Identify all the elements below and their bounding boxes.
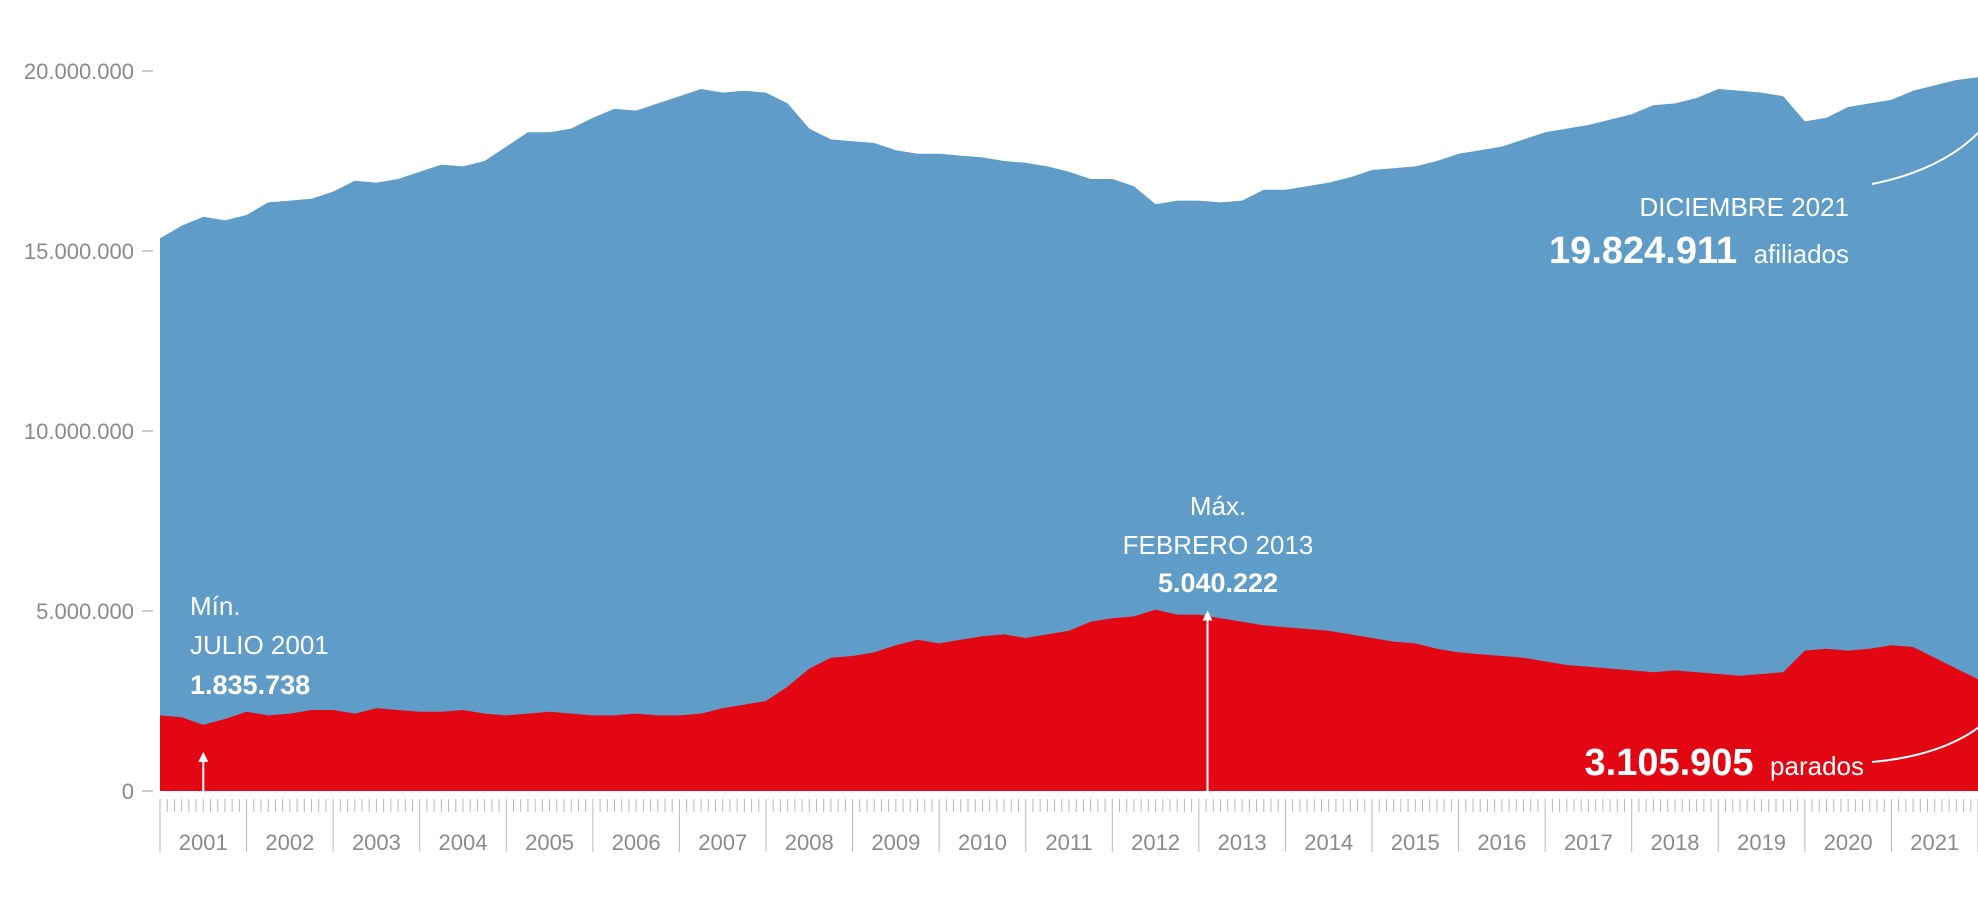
max-annotation-value: 5.040.222 bbox=[1158, 568, 1278, 598]
area-parados bbox=[160, 609, 1978, 791]
x-tick-label: 2006 bbox=[612, 830, 661, 855]
max-annotation: Máx. FEBRERO 2013 5.040.222 bbox=[1123, 491, 1314, 791]
x-tick-label: 2016 bbox=[1477, 830, 1526, 855]
afiliados-annotation-value: 19.824.911 bbox=[1549, 230, 1737, 272]
x-axis: 2001 2002 2003 2004 2005 2006 2007 2008 2009 2010… bbox=[159, 799, 1978, 855]
y-tick-label: 20.000.000 bbox=[24, 59, 134, 84]
afiliados-annotation-total: 19.824.911 afiliados bbox=[1549, 230, 1849, 272]
min-annotation-line2: JULIO 2001 bbox=[190, 630, 329, 660]
area-afiliados bbox=[160, 77, 1978, 792]
x-tick-label: 2001 bbox=[179, 830, 228, 855]
afiliados-annotation: DICIEMBRE 2021 19.824.911 afiliados bbox=[1549, 131, 1978, 272]
parados-annotation-arrow bbox=[1871, 726, 1978, 763]
x-tick-label: 2011 bbox=[1045, 830, 1092, 855]
y-tick-label: 5.000.000 bbox=[36, 599, 134, 624]
x-tick-label: 2018 bbox=[1651, 830, 1700, 855]
y-tick-label: 0 bbox=[122, 779, 134, 804]
parados-annotation-total: 3.105.905 parados bbox=[1585, 742, 1864, 784]
x-tick-label: 2019 bbox=[1737, 830, 1786, 855]
y-axis: 0 5.000.000 10.000.000 15.000.000 20.000.000 bbox=[24, 59, 153, 804]
parados-annotation-unit: parados bbox=[1770, 751, 1864, 781]
x-tick-label: 2015 bbox=[1391, 830, 1440, 855]
min-annotation-line1: Mín. bbox=[190, 591, 241, 621]
x-tick-label: 2002 bbox=[265, 830, 314, 855]
x-tick-label: 2014 bbox=[1304, 830, 1353, 855]
x-tick-label: 2009 bbox=[871, 830, 920, 855]
x-tick-label: 2010 bbox=[958, 830, 1007, 855]
x-tick-label: 2007 bbox=[698, 830, 747, 855]
y-tick-label: 10.000.000 bbox=[24, 419, 134, 444]
parados-annotation-value: 3.105.905 bbox=[1585, 742, 1754, 784]
afiliados-annotation-date: DICIEMBRE 2021 bbox=[1639, 192, 1849, 222]
afiliados-annotation-unit: afiliados bbox=[1754, 239, 1849, 269]
max-annotation-line1: Máx. bbox=[1190, 491, 1246, 521]
x-tick-label: 2012 bbox=[1131, 830, 1180, 855]
x-tick-label: 2003 bbox=[352, 830, 401, 855]
x-tick-label: 2008 bbox=[785, 830, 834, 855]
x-tick-label: 2004 bbox=[439, 830, 488, 855]
x-tick-label: 2021 bbox=[1910, 830, 1959, 855]
min-annotation-value: 1.835.738 bbox=[190, 670, 310, 700]
afiliados-annotation-arrow bbox=[1871, 131, 1978, 185]
area-layer bbox=[160, 77, 1978, 792]
x-tick-label: 2020 bbox=[1824, 830, 1873, 855]
x-tick-label: 2013 bbox=[1218, 830, 1267, 855]
max-annotation-line2: FEBRERO 2013 bbox=[1123, 530, 1314, 560]
y-tick-label: 15.000.000 bbox=[24, 239, 134, 264]
parados-annotation: 3.105.905 parados bbox=[1585, 726, 1978, 784]
x-tick-label: 2005 bbox=[525, 830, 574, 855]
x-tick-label: 2017 bbox=[1564, 830, 1613, 855]
min-annotation: Mín. JULIO 2001 1.835.738 bbox=[190, 591, 329, 791]
